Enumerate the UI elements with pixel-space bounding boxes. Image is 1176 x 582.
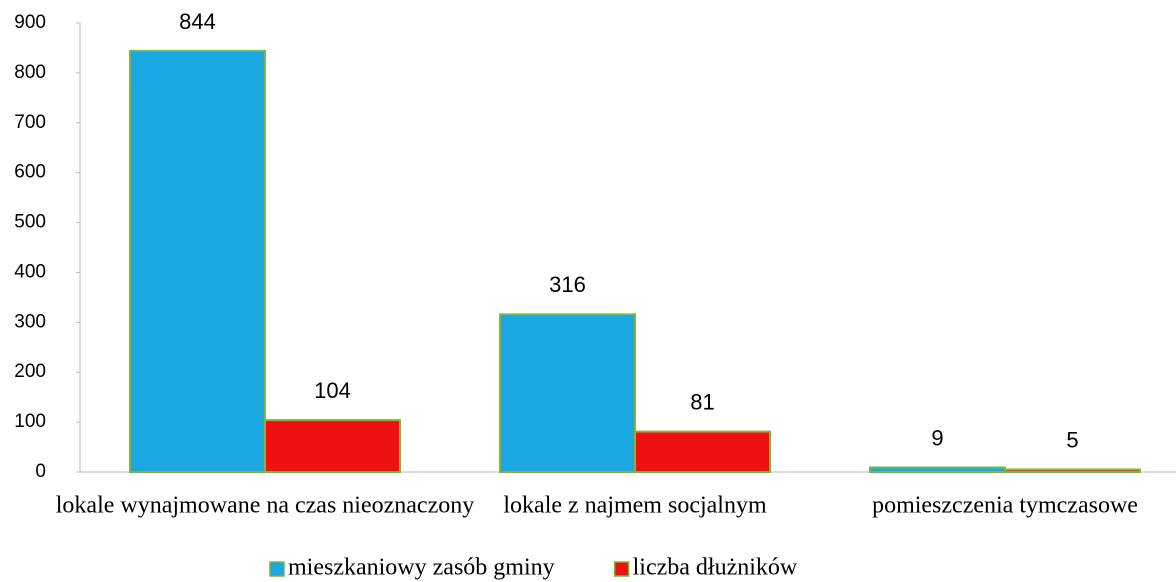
y-tick-label: 900 xyxy=(14,12,46,33)
y-tick-label: 400 xyxy=(14,261,46,282)
y-tick-label: 800 xyxy=(14,62,46,83)
legend-swatch xyxy=(613,561,630,577)
bar xyxy=(499,313,636,473)
value-label: 316 xyxy=(549,272,586,297)
x-tick-label: pomieszczenia tymczasowe xyxy=(872,493,1138,519)
y-tick-label: 300 xyxy=(14,311,46,332)
bar xyxy=(264,419,401,474)
bar xyxy=(869,466,1006,474)
bar xyxy=(129,49,266,474)
value-label: 81 xyxy=(690,389,714,414)
legend-label: mieszkaniowy zasób gminy xyxy=(288,555,555,581)
bar xyxy=(1004,468,1141,473)
value-label: 844 xyxy=(179,9,216,34)
legend-swatch xyxy=(269,561,285,577)
value-label: 9 xyxy=(931,425,943,450)
value-label: 104 xyxy=(314,378,351,403)
y-tick-label: 600 xyxy=(14,162,46,183)
x-tick-label: lokale wynajmowane na czas nieoznaczony xyxy=(56,493,474,519)
legend-label: liczba dłużników xyxy=(633,555,798,581)
y-tick-label: 0 xyxy=(35,461,46,482)
y-tick-label: 700 xyxy=(14,112,46,133)
y-tick-label: 200 xyxy=(14,361,46,382)
x-tick-label: lokale z najmem socjalnym xyxy=(503,493,767,519)
bar xyxy=(634,430,771,473)
y-tick-label: 500 xyxy=(14,212,46,233)
value-label: 5 xyxy=(1066,427,1078,452)
y-tick-label: 100 xyxy=(14,411,46,432)
